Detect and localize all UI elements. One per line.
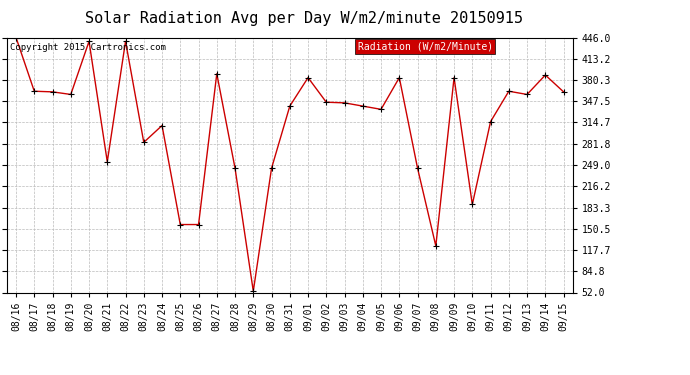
Text: Copyright 2015 Cartronics.com: Copyright 2015 Cartronics.com	[10, 43, 166, 52]
Text: Radiation (W/m2/Minute): Radiation (W/m2/Minute)	[357, 41, 493, 51]
Text: Solar Radiation Avg per Day W/m2/minute 20150915: Solar Radiation Avg per Day W/m2/minute …	[85, 11, 522, 26]
